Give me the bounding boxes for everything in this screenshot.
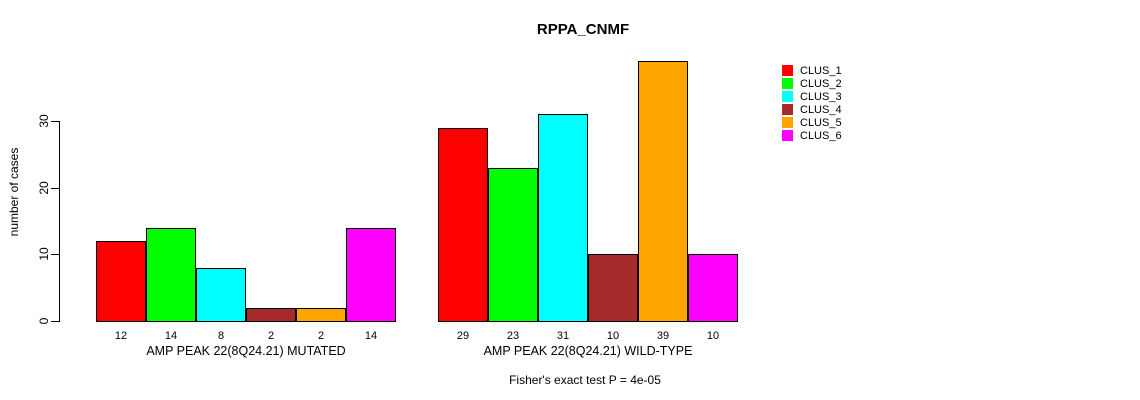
- y-axis-title: number of cases: [7, 147, 21, 237]
- fisher-test-annotation: Fisher's exact test P = 4e-05: [509, 373, 661, 387]
- y-tick-label: 10: [37, 247, 51, 261]
- legend-label: CLUS_5: [800, 116, 842, 129]
- bar-clus_6: [346, 228, 396, 322]
- legend-item-clus_1: CLUS_1: [782, 64, 842, 77]
- legend-item-clus_6: CLUS_6: [782, 129, 842, 142]
- bar-value-label: 2: [267, 330, 275, 342]
- bar-value-label: 23: [506, 330, 520, 342]
- legend-label: CLUS_1: [800, 64, 842, 77]
- legend-swatch-icon: [782, 91, 793, 102]
- bar-clus_1: [96, 241, 146, 322]
- bar-clus_1: [438, 128, 488, 322]
- legend-swatch-icon: [782, 117, 793, 128]
- legend-swatch-icon: [782, 78, 793, 89]
- bar-clus_5: [296, 308, 346, 322]
- bar-value-label: 12: [114, 330, 128, 342]
- bar-clus_2: [146, 228, 196, 322]
- bar-value-label: 10: [706, 330, 720, 342]
- legend-swatch-icon: [782, 104, 793, 115]
- bar-value-label: 31: [556, 330, 570, 342]
- y-tick-label: 0: [37, 317, 51, 325]
- bar-value-label: 10: [606, 330, 620, 342]
- legend-label: CLUS_2: [800, 77, 842, 90]
- bar-clus_5: [638, 61, 688, 322]
- bar-value-label: 14: [164, 330, 178, 342]
- legend-item-clus_3: CLUS_3: [782, 90, 842, 103]
- legend-item-clus_4: CLUS_4: [782, 103, 842, 116]
- y-axis-line: [59, 120, 60, 322]
- bar-value-label: 29: [456, 330, 470, 342]
- bar-value-label: 8: [217, 330, 225, 342]
- chart-title: RPPA_CNMF: [536, 21, 630, 38]
- bar-clus_4: [246, 308, 296, 322]
- group-axis-label: AMP PEAK 22(8Q24.21) MUTATED: [146, 344, 346, 358]
- bar-clus_4: [588, 254, 638, 322]
- legend-item-clus_5: CLUS_5: [782, 116, 842, 129]
- y-tick-label: 30: [37, 114, 51, 128]
- y-tick-mark: [51, 187, 59, 189]
- y-tick-label: 20: [37, 180, 51, 195]
- legend-label: CLUS_3: [800, 90, 842, 103]
- group-axis-label: AMP PEAK 22(8Q24.21) WILD-TYPE: [483, 344, 693, 358]
- y-tick-mark: [51, 321, 59, 322]
- bar-clus_6: [688, 254, 738, 322]
- bar-value-label: 2: [317, 330, 325, 342]
- bar-value-label: 39: [656, 330, 670, 342]
- y-tick-mark: [51, 254, 59, 256]
- legend-label: CLUS_4: [800, 103, 842, 116]
- legend-swatch-icon: [782, 65, 793, 76]
- bar-clus_2: [488, 168, 538, 322]
- y-tick-mark: [51, 120, 59, 122]
- legend-item-clus_2: CLUS_2: [782, 77, 842, 90]
- legend-swatch-icon: [782, 130, 793, 141]
- bar-clus_3: [196, 268, 246, 322]
- legend-label: CLUS_6: [800, 129, 842, 142]
- bar-value-label: 14: [364, 330, 378, 342]
- bar-clus_3: [538, 114, 588, 322]
